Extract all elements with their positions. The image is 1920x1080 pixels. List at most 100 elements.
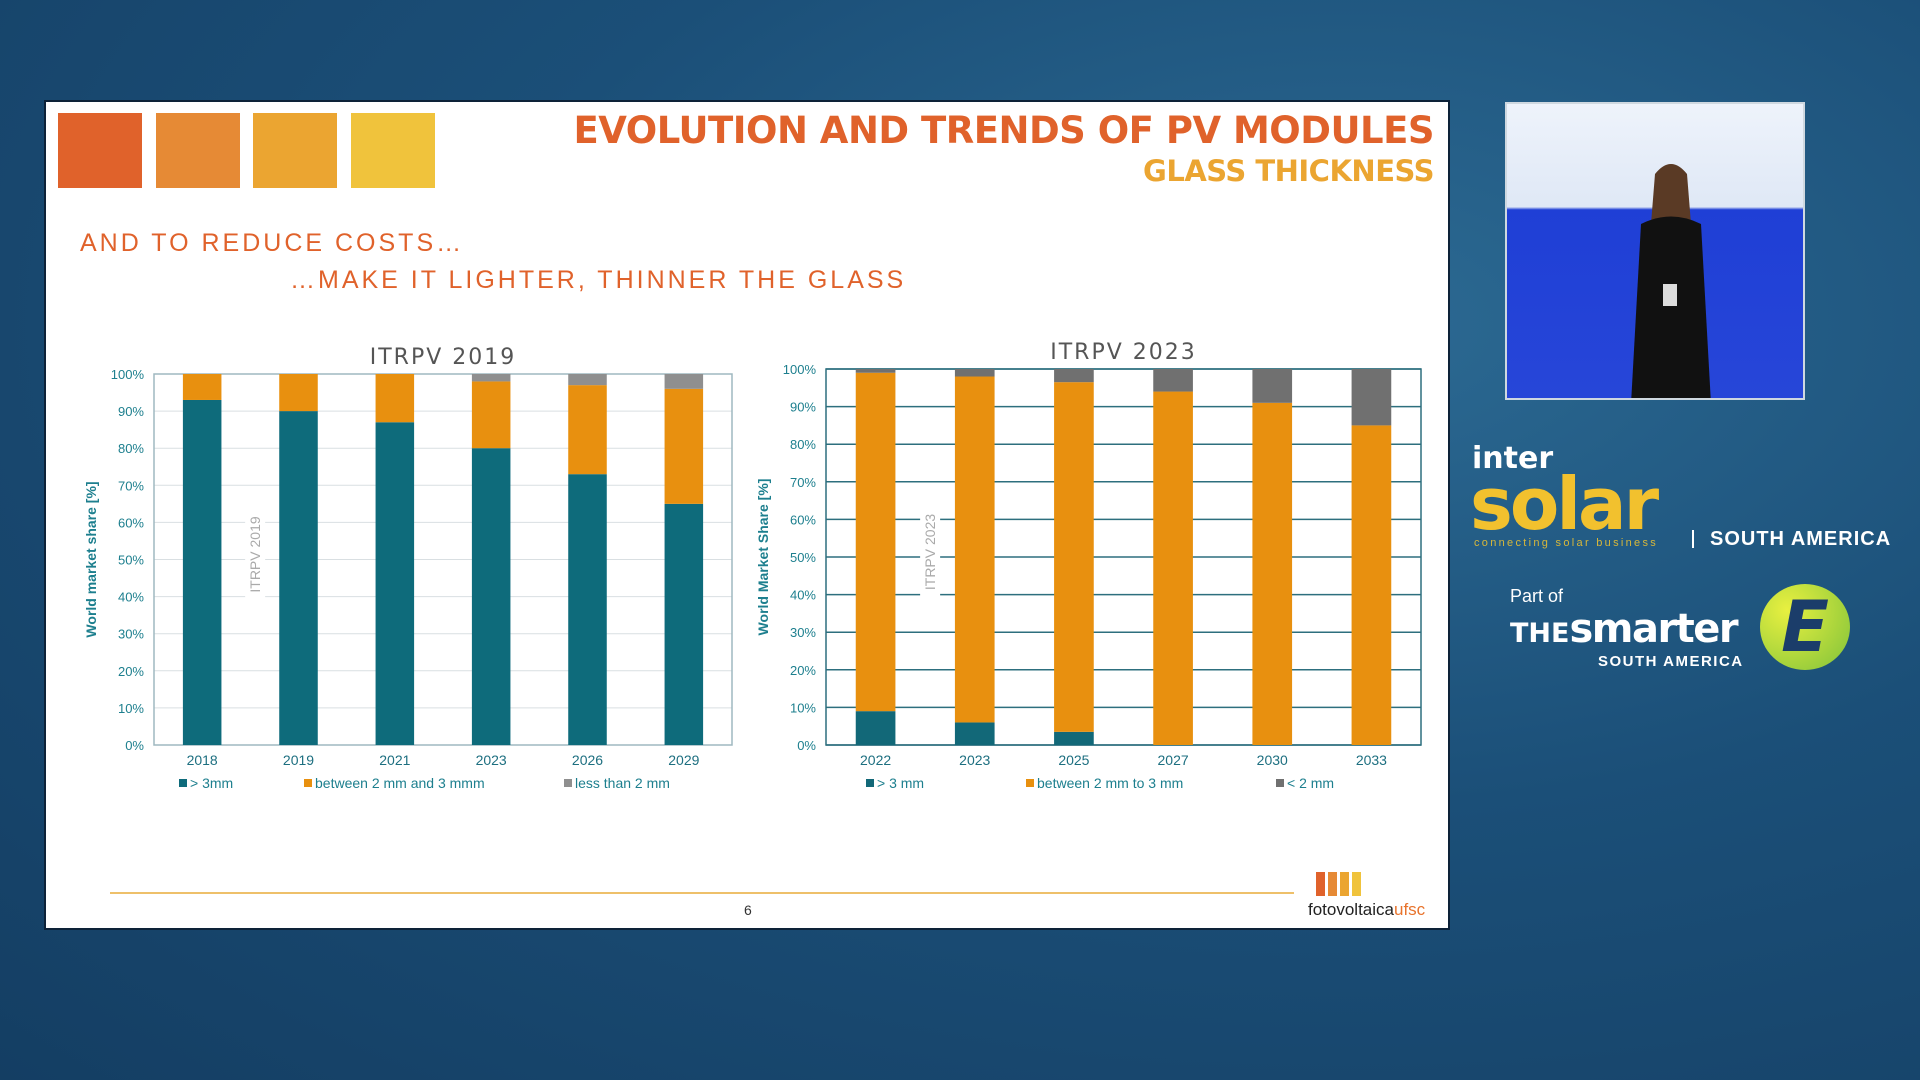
watermark-bg: [245, 509, 266, 600]
chart-itrpv-2023: ITRPV 2023 0% 10% 20% 30% 40% 50% 60% 70% 80% 90% 1…: [755, 340, 1422, 791]
bar-segment-1: [568, 385, 607, 475]
bar-segment-1: [375, 374, 415, 423]
y-tick-label: 40%: [790, 588, 816, 603]
bar-segment-0: [855, 711, 896, 745]
bar-segment-2: [1252, 369, 1293, 403]
legend-swatch: [866, 779, 874, 787]
x-tick-label: 2030: [1257, 752, 1288, 768]
chart-title: ITRPV 2023: [1050, 340, 1197, 365]
bar-segment-0: [664, 503, 704, 745]
smarter-region: SOUTH AMERICA: [1598, 653, 1744, 670]
plot-frame: [825, 368, 1422, 746]
y-axis-label: World Market Share [%]: [755, 479, 771, 636]
plot-frame: [153, 373, 733, 746]
legend-label: > 3 mm: [877, 775, 924, 791]
bar-segment-0: [279, 411, 318, 745]
intersolar-inter: inter: [1472, 441, 1554, 476]
bar-segment-2: [855, 369, 896, 373]
y-tick-label: 10%: [790, 700, 816, 715]
decor-square-4: [351, 113, 435, 188]
x-tick-label: 2025: [1058, 752, 1089, 768]
bar-segment-1: [1054, 382, 1094, 732]
bar-segment-1: [1252, 402, 1293, 745]
y-tick-label: 80%: [790, 437, 816, 452]
chart-watermark: ITRPV 2023: [922, 514, 938, 590]
bar-segment-0: [471, 448, 511, 745]
footer-divider: [110, 892, 1294, 894]
legend-label: between 2 mm and 3 mmm: [315, 775, 485, 791]
y-tick-label: 70%: [790, 475, 816, 490]
y-tick-label: 60%: [118, 515, 144, 530]
legend-label: < 2 mm: [1287, 775, 1334, 791]
y-tick-label: 100%: [783, 362, 817, 377]
y-tick-label: 90%: [790, 400, 816, 415]
bar-segment-0: [182, 399, 222, 745]
y-tick-label: 60%: [790, 512, 816, 527]
page-number: 6: [744, 902, 752, 918]
y-tick-label: 50%: [790, 550, 816, 565]
x-tick-label: 2026: [572, 752, 603, 768]
presentation-slide: EVOLUTION AND TRENDS OF PV MODULES GLASS…: [44, 100, 1450, 930]
x-tick-label: 2021: [379, 752, 410, 768]
bar-segment-1: [1351, 425, 1392, 745]
y-axis-label: World market share [%]: [83, 481, 99, 637]
bar-segment-1: [664, 388, 704, 504]
bar-segment-2: [568, 374, 607, 386]
legend-swatch: [1026, 779, 1034, 787]
bar-segment-2: [471, 374, 511, 382]
part-of-label: Part of: [1510, 586, 1564, 606]
legend-swatch: [1276, 779, 1284, 787]
x-tick-label: 2019: [283, 752, 314, 768]
legend-swatch: [304, 779, 312, 787]
y-tick-label: 70%: [118, 478, 144, 493]
legend-label: > 3mm: [190, 775, 233, 791]
bar-segment-2: [954, 369, 995, 377]
y-tick-label: 0%: [125, 738, 144, 753]
bar-segment-1: [182, 374, 222, 400]
legend-label: less than 2 mm: [575, 775, 670, 791]
bar-segment-2: [1153, 369, 1193, 392]
decor-square-2: [156, 113, 240, 188]
x-tick-label: 2027: [1158, 752, 1189, 768]
bar-segment-1: [471, 381, 511, 449]
x-tick-label: 2029: [668, 752, 699, 768]
bar-segment-2: [664, 374, 704, 389]
legend-swatch: [564, 779, 572, 787]
y-tick-label: 50%: [118, 553, 144, 568]
y-tick-label: 10%: [118, 701, 144, 716]
legend-label: between 2 mm to 3 mm: [1037, 775, 1183, 791]
bar-segment-1: [954, 376, 995, 723]
headline-1: AND TO REDUCE COSTS…: [80, 229, 465, 257]
chart-itrpv-2019: ITRPV 2019 0% 10% 20% 30% 40% 50% 60% 70% 80% 90% 1…: [83, 345, 733, 791]
decor-square-3: [253, 113, 337, 188]
y-tick-label: 20%: [118, 664, 144, 679]
chart-title: ITRPV 2019: [370, 345, 517, 370]
chart-watermark: ITRPV 2019: [247, 516, 263, 592]
speaker-figure: [1631, 164, 1711, 398]
bar-segment-2: [1351, 369, 1392, 426]
intersolar-region: SOUTH AMERICA: [1710, 528, 1892, 550]
x-tick-label: 2023: [476, 752, 507, 768]
y-tick-label: 100%: [111, 367, 145, 382]
y-tick-label: 30%: [790, 625, 816, 640]
bar-segment-0: [954, 722, 995, 745]
intersolar-solar: solar: [1470, 462, 1659, 546]
x-tick-label: 2018: [187, 752, 218, 768]
y-tick-label: 0%: [797, 738, 816, 753]
x-tick-label: 2022: [860, 752, 891, 768]
bar-segment-1: [279, 374, 318, 412]
fotovoltaica-ufsc-logo: fotovoltaicaufsc: [1308, 872, 1438, 920]
the-smarter-e-logo: THEsmarter: [1510, 606, 1739, 652]
headline-2: …MAKE IT LIGHTER, THINNER THE GLASS: [290, 266, 907, 294]
slide-title: EVOLUTION AND TRENDS OF PV MODULES: [573, 109, 1434, 152]
bar-segment-0: [375, 422, 415, 745]
bar-segment-0: [568, 474, 607, 745]
x-tick-label: 2033: [1356, 752, 1387, 768]
speaker-video: [1505, 102, 1805, 400]
y-tick-label: 20%: [790, 663, 816, 678]
x-tick-label: 2023: [959, 752, 990, 768]
watermark-bg: [920, 507, 941, 597]
bar-segment-1: [1153, 391, 1193, 745]
slide-subtitle: GLASS THICKNESS: [1143, 154, 1434, 188]
y-tick-label: 90%: [118, 404, 144, 419]
